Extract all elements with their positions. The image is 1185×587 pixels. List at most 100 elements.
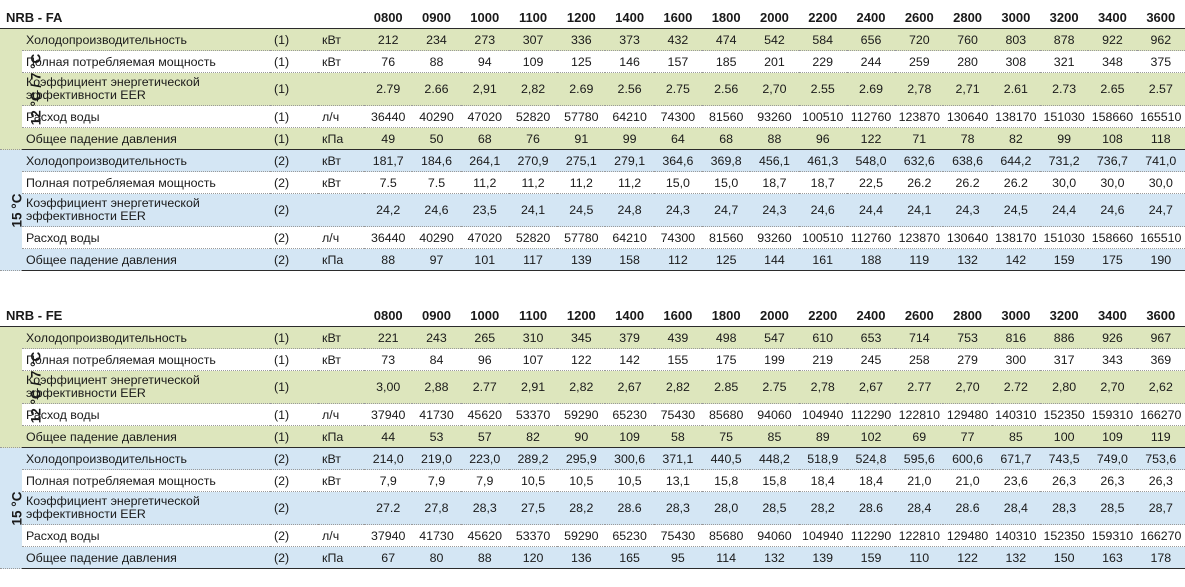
row-condition: (1) [270,348,319,371]
column-header: 2200 [798,304,847,327]
condition-band-label: 15 °C [9,193,25,227]
value-cell: 11,2 [460,171,509,194]
value-cell: 117 [508,248,558,271]
column-header: 1400 [605,6,654,29]
value-cell: 45620 [460,524,509,547]
value-cell: 2,62 [1136,370,1185,404]
row-unit: кВт [318,469,365,492]
column-header: 0800 [364,304,413,327]
value-cell: 28,2 [557,491,606,525]
value-cell: 101 [460,248,509,271]
value-cell: 112290 [846,403,896,426]
row-label: Холодопроизводительность [22,149,271,172]
column-header: 3000 [991,6,1040,29]
value-cell: 190 [1136,248,1185,271]
value-cell: 27,5 [508,491,558,525]
value-cell: 28.6 [605,491,654,525]
value-cell: 112 [653,248,703,271]
value-cell: 75430 [653,403,703,426]
value-cell: 158660 [1088,226,1137,249]
value-cell: 258 [895,348,944,371]
value-cell: 165510 [1136,105,1185,128]
model-title: NRB - FA [0,6,365,29]
value-cell: 24,6 [412,193,461,227]
table-row: Общее падение давления (2) кПа 88 97 101 117 13… [0,248,1185,271]
value-cell: 736,7 [1088,149,1137,172]
value-cell: 57780 [557,105,606,128]
value-cell: 119 [1136,425,1185,448]
value-cell: 59290 [557,403,606,426]
value-cell: 10,5 [557,469,606,492]
value-cell: 64210 [605,226,654,249]
value-cell: 24,8 [605,193,654,227]
value-cell: 112290 [846,524,896,547]
row-condition: (2) [270,171,319,194]
value-cell: 122810 [895,403,944,426]
value-cell: 2,82 [508,72,558,106]
column-header: 1800 [702,6,751,29]
row-label: Общее падение давления [22,248,271,271]
row-label: Холодопроизводительность [22,28,271,51]
value-cell: 749,0 [1088,447,1137,470]
row-unit: кВт [318,28,365,51]
value-cell: 300 [991,348,1040,371]
row-label: Коэффициент энергетической эффективности… [22,491,271,525]
row-condition: (1) [270,425,319,448]
value-cell: 23,6 [991,469,1040,492]
value-cell: 99 [605,127,654,150]
value-cell: 68 [702,127,751,150]
value-cell: 2,71 [943,72,992,106]
row-label: Расход воды [22,105,271,128]
value-cell: 151030 [1040,226,1089,249]
value-cell: 2,78 [798,370,847,404]
value-cell: 112760 [846,105,896,128]
row-label: Общее падение давления [22,127,271,150]
value-cell: 94060 [750,524,799,547]
value-cell: 307 [508,28,558,51]
value-cell: 18,7 [750,171,799,194]
value-cell: 11,2 [605,171,654,194]
value-cell: 81560 [702,226,751,249]
value-cell: 88 [750,127,799,150]
column-header: 1100 [508,304,558,327]
table-row: Общее падение давления (2) кПа 67 80 88 120 136… [0,546,1185,569]
value-cell: 7,9 [364,469,413,492]
value-cell: 343 [1088,348,1137,371]
value-cell: 159310 [1088,403,1137,426]
row-condition: (1) [270,370,319,404]
table-row: 12 °C / 7 °C Холодопроизводительность (1) к… [0,326,1185,448]
column-header: 1000 [460,304,509,327]
row-condition: (1) [270,72,319,106]
value-cell: 52820 [508,105,558,128]
value-cell: 122 [557,348,606,371]
value-cell: 76 [364,50,413,73]
value-cell: 7,9 [412,469,461,492]
value-cell: 45620 [460,403,509,426]
header-row: NRB - FE 0800 0900 1000 1100 1200 1400 1600 1800… [0,304,1185,327]
value-cell: 321 [1040,50,1089,73]
value-cell: 547 [750,326,799,349]
value-cell: 110 [895,546,944,569]
value-cell: 108 [1088,127,1137,150]
value-cell: 201 [750,50,799,73]
column-header: 0900 [412,304,461,327]
value-cell: 753 [943,326,992,349]
model-title: NRB - FE [0,304,365,327]
table-row: Расход воды (2) л/ч 37940 41730 45620 53370 592… [0,524,1185,547]
value-cell: 64 [653,127,703,150]
value-cell: 3,00 [364,370,413,404]
value-cell: 40290 [412,226,461,249]
value-cell: 47020 [460,105,509,128]
value-cell: 24,3 [750,193,799,227]
row-condition: (1) [270,105,319,128]
value-cell: 185 [702,50,751,73]
value-cell: 28.6 [943,491,992,525]
value-cell: 2,70 [943,370,992,404]
value-cell: 28,7 [1136,491,1185,525]
row-unit: кВт [318,348,365,371]
condition-band-label: 12 °C / 7 °C [28,351,44,423]
row-condition: (2) [270,447,319,470]
row-label: Коэффициент энергетической эффективности… [22,72,271,106]
column-header: 2000 [750,6,799,29]
